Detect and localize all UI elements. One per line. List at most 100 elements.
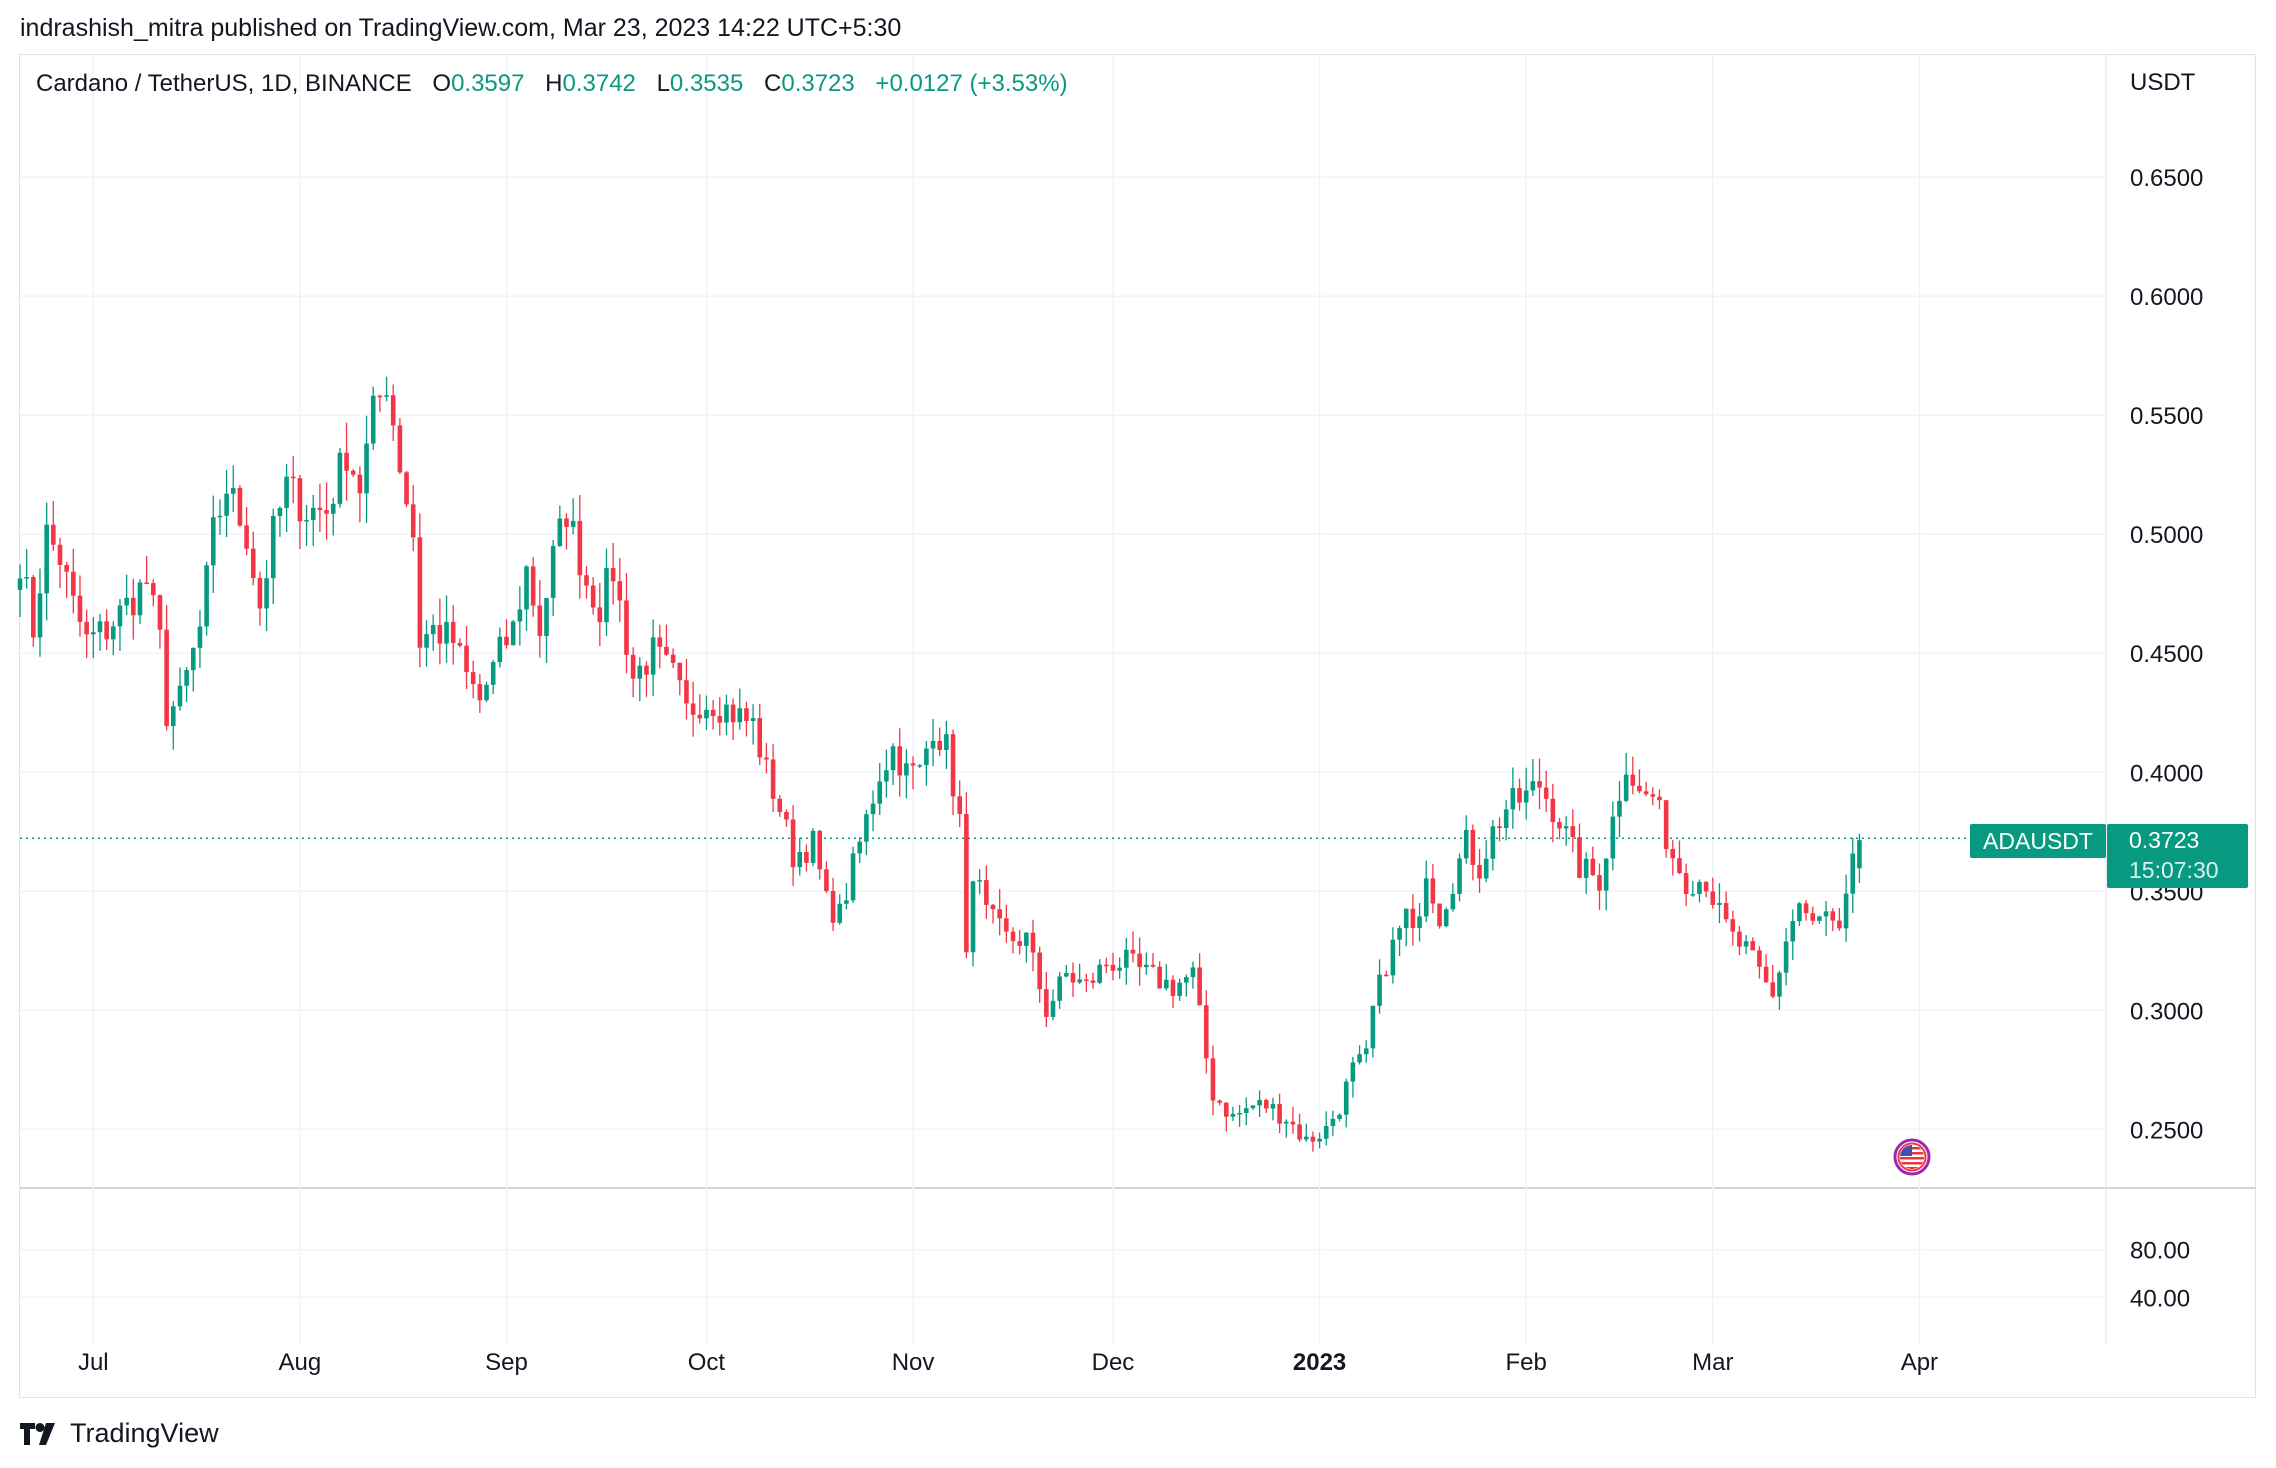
- candle: [1810, 906, 1816, 925]
- candle: [1477, 848, 1482, 893]
- candle: [1383, 970, 1389, 977]
- candle-body: [1337, 1114, 1342, 1119]
- candle: [177, 667, 183, 711]
- price-axis: USDT 0.6500 0.6000 0.5500 0.5000 0.4500 0.4000…: [2130, 69, 2203, 1312]
- candle: [504, 619, 509, 649]
- candle: [64, 561, 69, 599]
- candle-body: [1537, 781, 1542, 788]
- candle: [1843, 874, 1849, 942]
- candle: [1837, 907, 1842, 931]
- candle-body: [1697, 881, 1702, 894]
- candle-body: [544, 598, 549, 636]
- candle-body: [1837, 920, 1842, 929]
- candle-body: [1417, 916, 1422, 928]
- candle-body: [444, 621, 449, 644]
- candle: [464, 626, 469, 690]
- candle: [784, 809, 789, 827]
- candle: [51, 501, 56, 551]
- candle-body: [817, 830, 823, 870]
- candle-body: [317, 507, 323, 511]
- candle: [904, 749, 909, 799]
- candle: [557, 505, 563, 547]
- candle: [1730, 910, 1736, 946]
- candle: [1517, 778, 1522, 811]
- candle-body: [610, 568, 616, 582]
- candle-body: [1790, 921, 1796, 942]
- candle: [630, 647, 636, 698]
- candle-body: [957, 796, 962, 814]
- candle: [1410, 894, 1416, 946]
- candle: [350, 468, 356, 478]
- candle-body: [170, 706, 176, 727]
- candles: [17, 376, 1862, 1152]
- candle: [744, 701, 749, 737]
- candle-body: [270, 515, 276, 579]
- candle-body: [950, 734, 956, 797]
- candle: [1270, 1097, 1276, 1121]
- candle: [590, 577, 596, 615]
- candle-body: [1423, 878, 1429, 917]
- candle: [1497, 817, 1502, 842]
- candle: [1617, 781, 1622, 838]
- candle: [97, 613, 103, 651]
- candle-body: [1717, 903, 1722, 905]
- candle-body: [1350, 1062, 1356, 1082]
- candle-body: [944, 734, 949, 751]
- y-tick-label: 0.4000: [2130, 760, 2203, 787]
- candle: [670, 648, 676, 669]
- candle-body: [1270, 1104, 1276, 1109]
- x-tick-label: Apr: [1901, 1349, 1938, 1376]
- x-tick-label: Dec: [1092, 1349, 1135, 1376]
- candle: [17, 564, 23, 618]
- candle-body: [104, 621, 109, 640]
- candle: [337, 447, 343, 508]
- candle-body: [630, 654, 636, 679]
- candle-body: [1197, 967, 1202, 1006]
- candle: [1670, 839, 1676, 876]
- candle: [1797, 902, 1802, 927]
- candle-body: [517, 609, 523, 622]
- candle-body: [1563, 826, 1569, 829]
- candle: [1090, 972, 1096, 989]
- candle-body: [1157, 966, 1162, 989]
- candle-body: [570, 520, 576, 527]
- footer-brand[interactable]: TradingView: [20, 1418, 219, 1449]
- candle: [1650, 787, 1656, 806]
- candle: [284, 463, 289, 533]
- candle: [490, 660, 496, 695]
- us-flag-icon[interactable]: [1888, 1138, 1936, 1176]
- candle-body: [537, 605, 543, 636]
- candle-body: [744, 708, 749, 722]
- candle: [964, 792, 969, 959]
- candle: [170, 700, 176, 750]
- candle: [517, 586, 523, 646]
- candle-body: [910, 763, 916, 766]
- candle: [1750, 937, 1756, 951]
- legend-high-label: H: [545, 70, 563, 97]
- candle: [357, 466, 363, 523]
- candle-body: [384, 395, 389, 397]
- candle: [677, 662, 683, 696]
- candle: [430, 614, 436, 651]
- candle-body: [977, 880, 982, 882]
- candle: [1290, 1106, 1296, 1134]
- legend-open-label: O: [432, 70, 452, 97]
- candle-body: [897, 746, 903, 776]
- candle: [1097, 959, 1102, 985]
- candle: [497, 627, 503, 668]
- candle-body: [324, 510, 329, 514]
- candle-body: [1283, 1121, 1289, 1124]
- candle: [1144, 952, 1149, 975]
- candle-body: [44, 524, 49, 594]
- legend-close: 0.3723: [781, 70, 855, 97]
- time-axis: Jul Aug Sep Oct Nov Dec 2023 Feb Mar Apr: [78, 1349, 1938, 1376]
- candle-body: [1064, 973, 1069, 977]
- candle: [1437, 903, 1442, 929]
- candle-body: [1243, 1108, 1249, 1114]
- candle-body: [1090, 980, 1096, 983]
- candle: [1677, 840, 1682, 875]
- candle-body: [1690, 893, 1696, 896]
- candle: [317, 483, 323, 533]
- candle-body: [577, 520, 583, 576]
